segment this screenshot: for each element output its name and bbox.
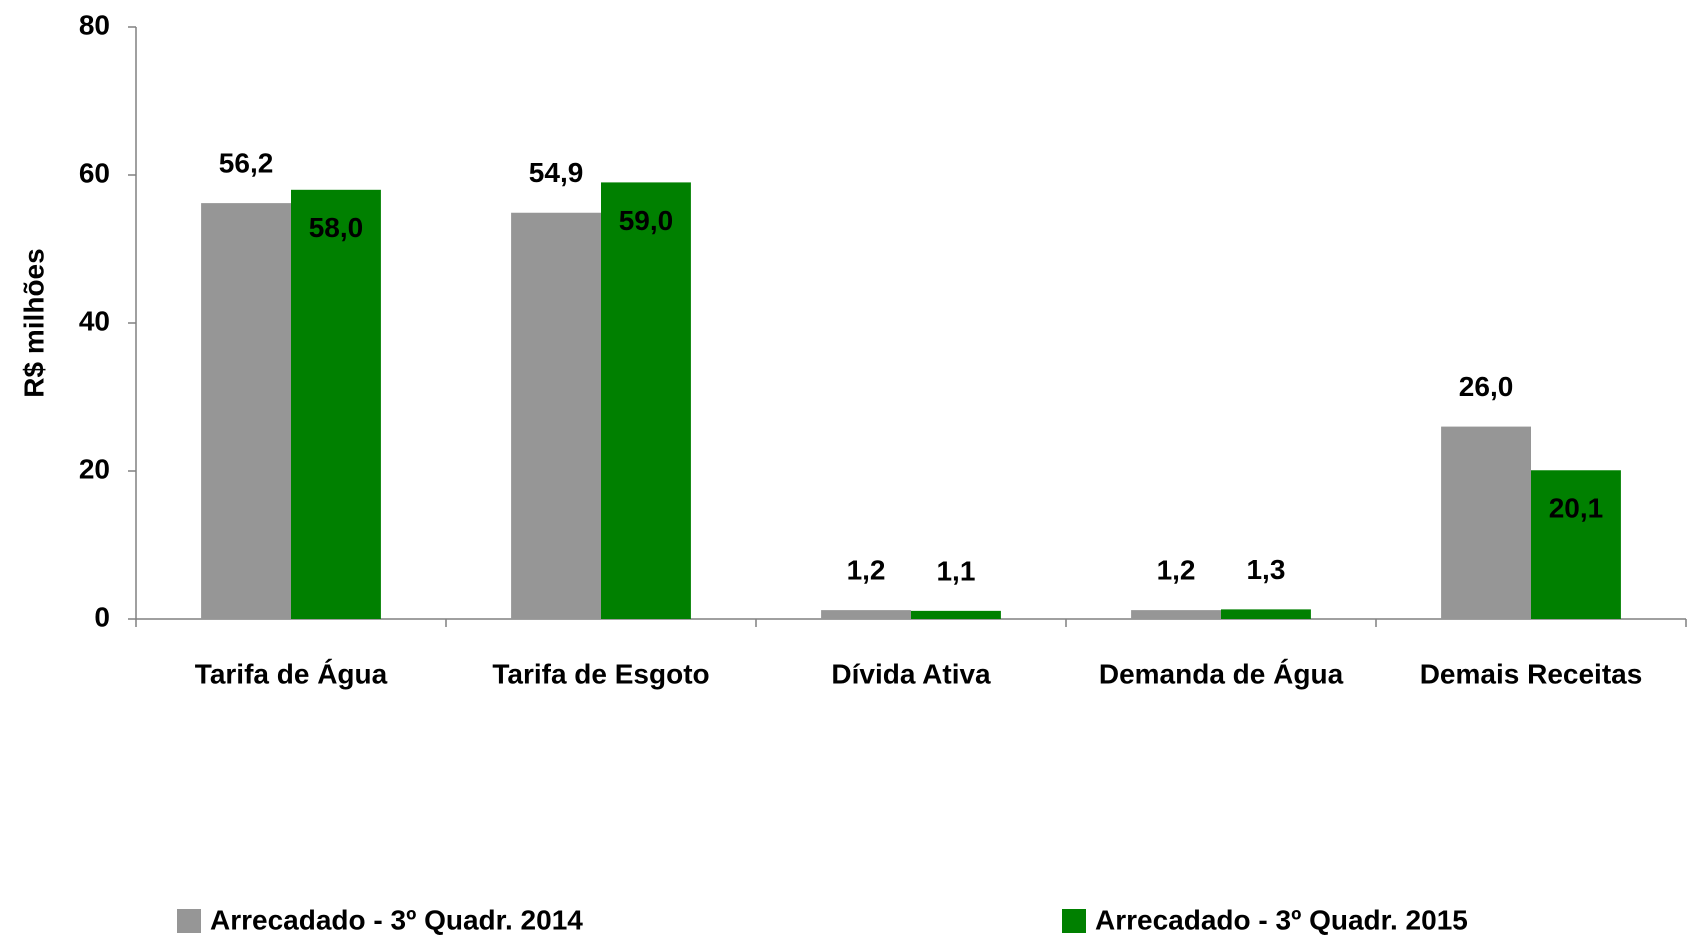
data-label: 26,0 bbox=[1459, 371, 1514, 402]
bar bbox=[911, 610, 1001, 619]
data-label: 1,2 bbox=[847, 555, 886, 586]
bar bbox=[511, 212, 601, 620]
data-label: 1,2 bbox=[1157, 555, 1196, 586]
bar bbox=[1221, 609, 1311, 619]
bar bbox=[201, 203, 291, 619]
bar bbox=[1131, 610, 1221, 619]
legend-swatch bbox=[177, 909, 201, 933]
x-tick-label: Tarifa de Água bbox=[195, 658, 388, 689]
legend-label: Arrecadado - 3º Quadr. 2014 bbox=[210, 904, 583, 935]
legend-label: Arrecadado - 3º Quadr. 2015 bbox=[1095, 904, 1468, 935]
data-label: 1,1 bbox=[936, 555, 975, 586]
bar bbox=[601, 182, 691, 619]
y-tick-label: 40 bbox=[79, 305, 110, 336]
bar bbox=[291, 189, 381, 620]
data-label: 56,2 bbox=[219, 148, 274, 179]
y-tick-label: 60 bbox=[79, 157, 110, 188]
y-tick-label: 80 bbox=[79, 9, 110, 40]
x-tick-label: Dívida Ativa bbox=[831, 658, 991, 689]
legend-swatch bbox=[1062, 909, 1086, 933]
data-label: 1,3 bbox=[1246, 554, 1285, 585]
x-tick-label: Demanda de Água bbox=[1099, 658, 1344, 689]
data-label: 58,0 bbox=[309, 212, 364, 243]
x-tick-label: Demais Receitas bbox=[1420, 658, 1643, 689]
data-label: 54,9 bbox=[529, 157, 584, 188]
x-tick-label: Tarifa de Esgoto bbox=[492, 658, 709, 689]
data-label: 20,1 bbox=[1549, 493, 1604, 524]
bar bbox=[1531, 470, 1621, 619]
bar bbox=[821, 610, 911, 619]
y-tick-label: 20 bbox=[79, 453, 110, 484]
y-axis-label: R$ milhões bbox=[18, 248, 49, 397]
bar bbox=[1441, 426, 1531, 619]
data-label: 59,0 bbox=[619, 205, 674, 236]
y-tick-label: 0 bbox=[94, 601, 110, 632]
